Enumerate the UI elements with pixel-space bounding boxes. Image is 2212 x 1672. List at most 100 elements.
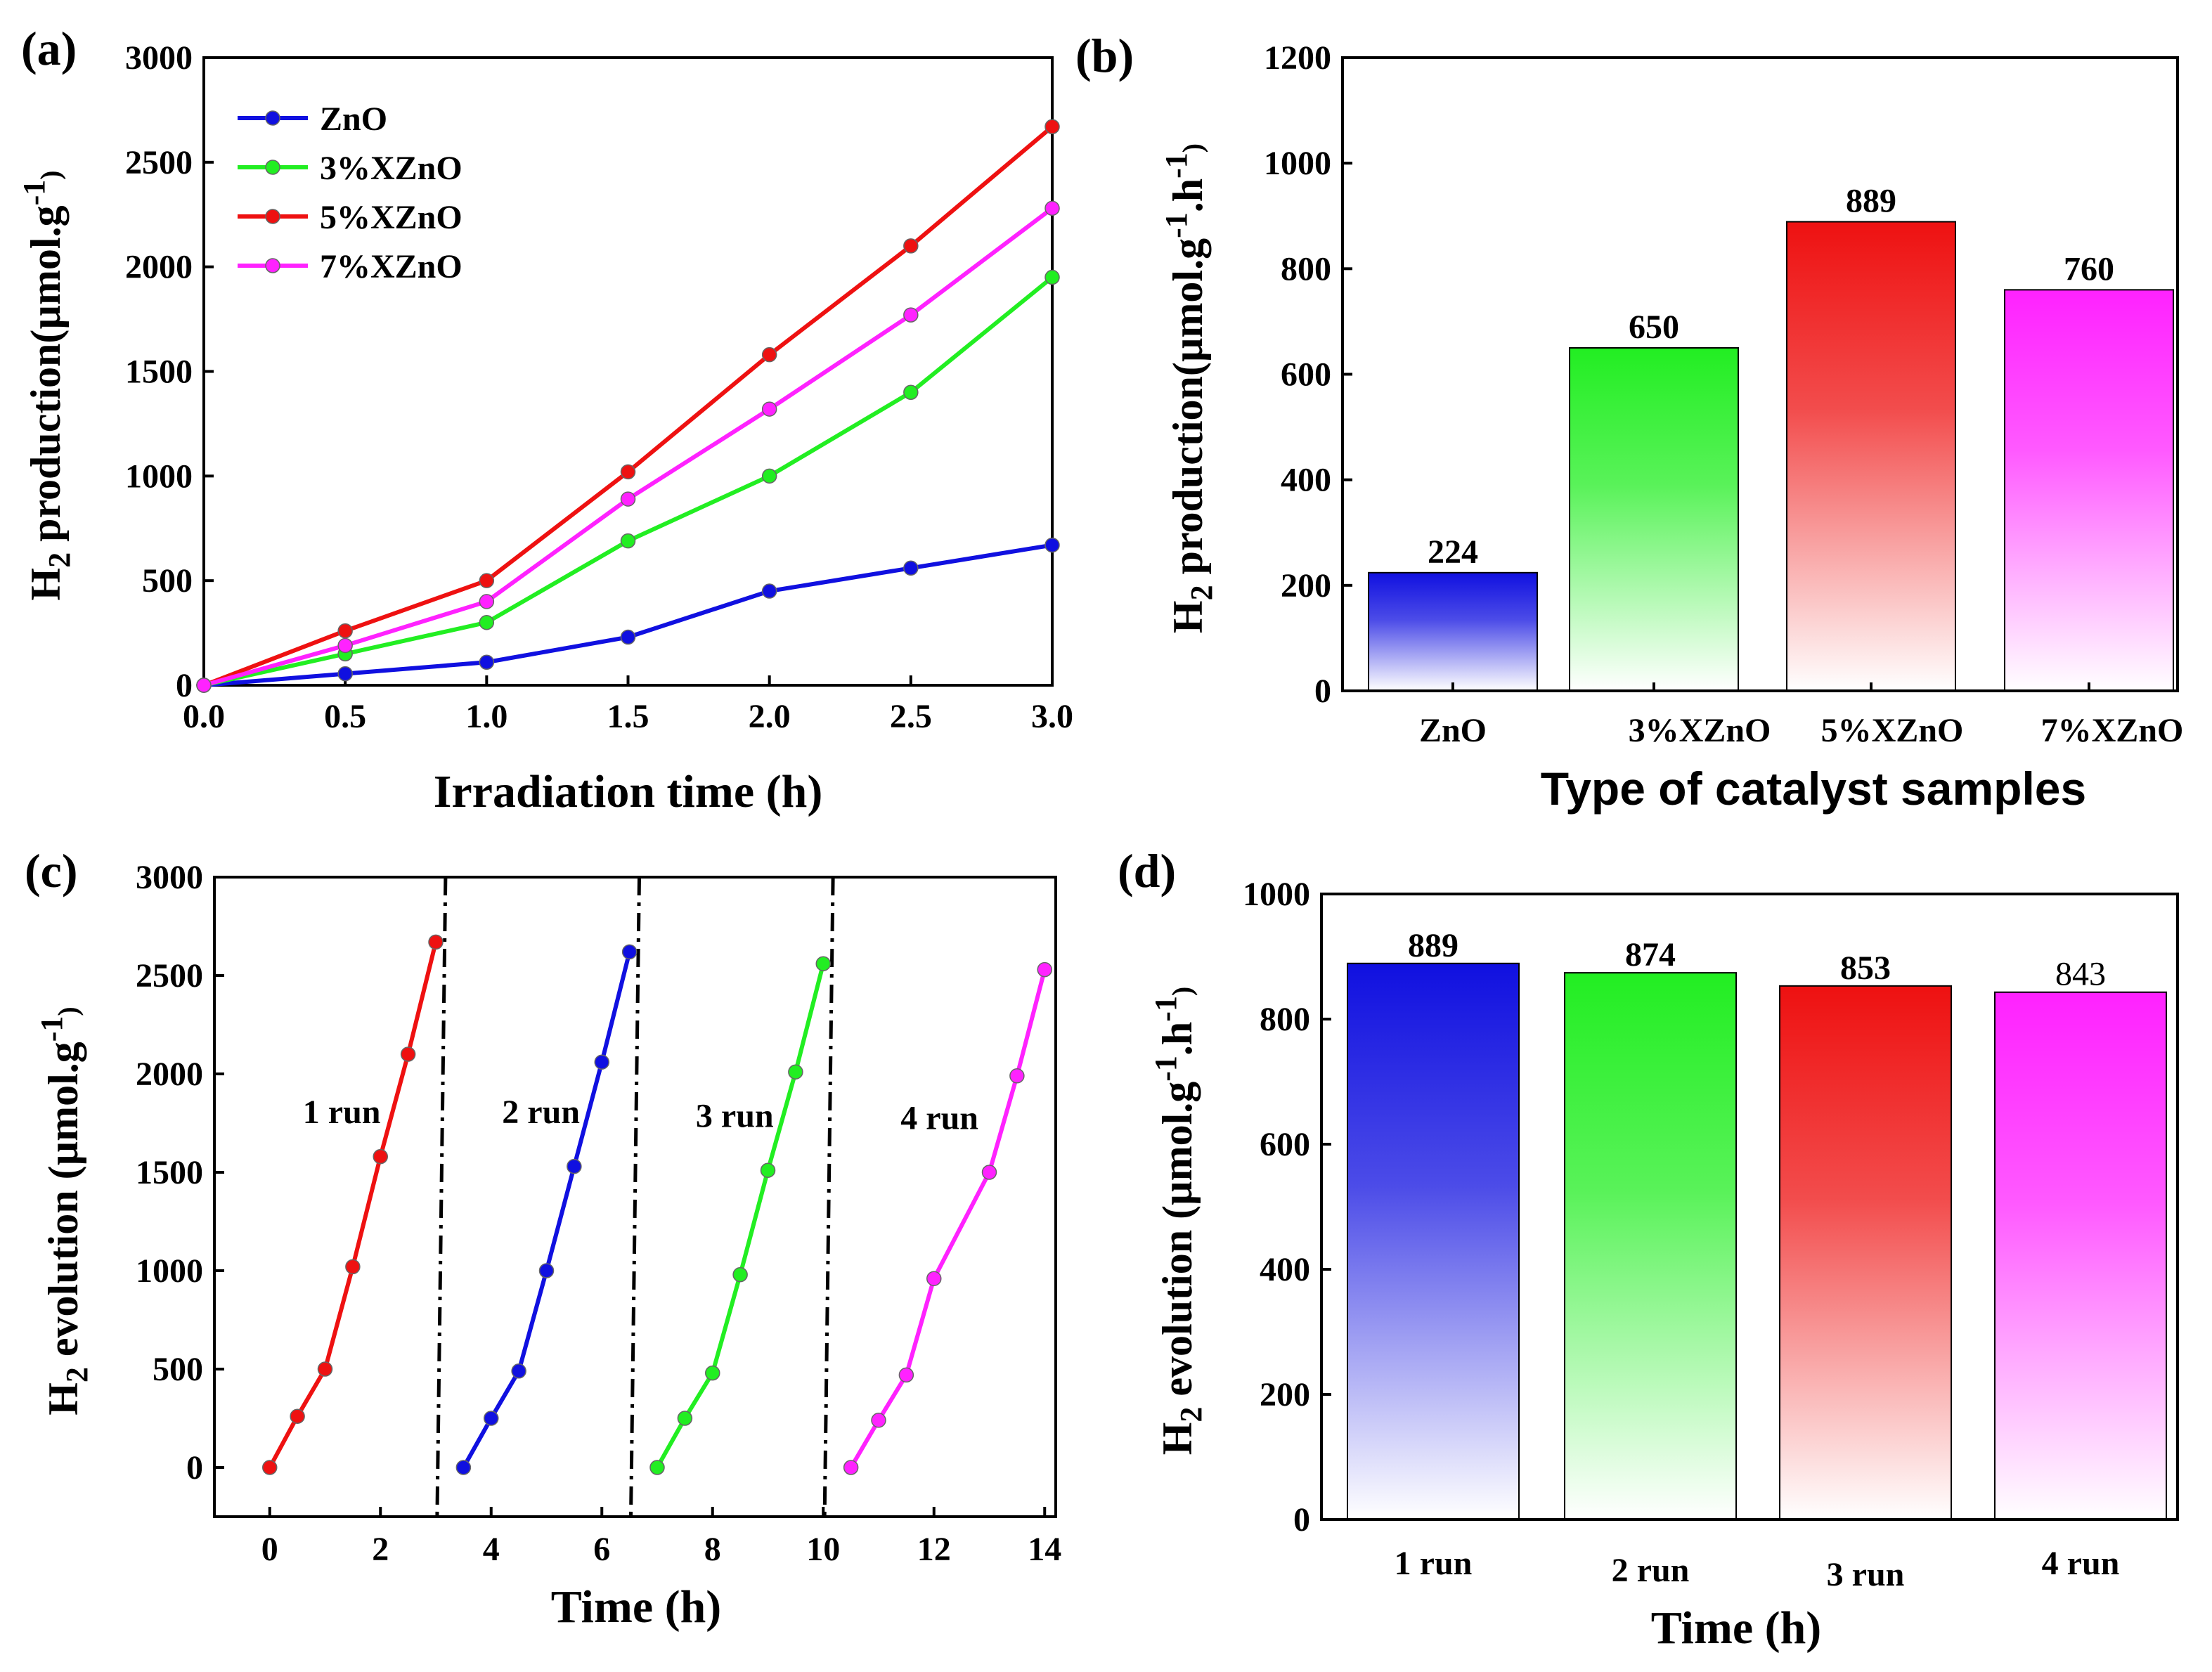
data-point: [620, 464, 636, 480]
bar-value-label: 843: [2055, 956, 2106, 993]
run-divider: [822, 876, 835, 1517]
data-point: [620, 533, 636, 549]
series-line-3%XZnO: [203, 276, 1054, 687]
data-point: [815, 956, 831, 971]
bar-1-run: [1347, 962, 1520, 1521]
bar-value-label: 889: [1846, 183, 1896, 220]
y-tick-label: 1000: [125, 458, 193, 495]
x-tick-label: 1.0: [465, 698, 507, 735]
panel-label-d: (d): [1118, 844, 1176, 897]
x-tick-label: 3 run: [1827, 1556, 1905, 1593]
y-tick-label: 800: [1281, 250, 1331, 287]
data-point: [1037, 961, 1052, 978]
x-tick-label: 8: [704, 1531, 721, 1568]
panel-label-a: (a): [21, 22, 77, 75]
plot-frame: [213, 876, 1057, 1518]
legend-label: 3%XZnO: [320, 150, 463, 187]
x-tick-label: 12: [917, 1531, 951, 1568]
y-tick-label: 200: [1281, 567, 1331, 604]
bar-7%XZnO: [2004, 289, 2174, 692]
y-tick-label: 2500: [136, 957, 203, 994]
data-point: [761, 346, 777, 363]
x-tick-label: 6: [593, 1531, 610, 1568]
data-point: [567, 1158, 582, 1174]
data-point: [196, 678, 212, 693]
y-tick-label: 0: [176, 667, 193, 704]
bar-value-label: 874: [1625, 936, 1676, 973]
legend-marker: [265, 110, 280, 126]
data-point: [262, 1460, 278, 1475]
data-point: [337, 666, 353, 682]
y-axis-label: H2 production(µmol.g-1): [17, 170, 77, 600]
data-point: [479, 614, 495, 630]
data-point: [903, 384, 919, 401]
series-line-1 run: [268, 941, 438, 1469]
x-tick-label: 2 run: [1612, 1552, 1690, 1589]
x-tick-label: 7%XZnO: [2041, 712, 2184, 749]
series-line-ZnO: [203, 543, 1053, 687]
legend-marker: [265, 209, 280, 224]
data-point: [760, 1162, 776, 1178]
y-tick-label: 400: [1281, 462, 1331, 499]
bar-value-label: 224: [1428, 533, 1478, 571]
data-point: [1044, 269, 1060, 285]
bar-3%XZnO: [1569, 346, 1739, 692]
bar-ZnO: [1368, 571, 1538, 692]
data-point: [1009, 1068, 1025, 1084]
x-tick-label: 3%XZnO: [1629, 712, 1771, 749]
x-tick-label: 4: [483, 1531, 500, 1568]
bar-value-label: 650: [1629, 309, 1679, 346]
data-point: [761, 468, 777, 484]
panel-c-cycle-line-chart: 0 2 4 6 8 10 12 14 0 500 1000 1500 2000 2500 3000 1 run…: [34, 859, 1061, 1633]
panel-label-c: (c): [25, 844, 77, 897]
y-tick-label: 600: [1260, 1126, 1310, 1163]
y-tick-label: 3000: [136, 859, 203, 896]
data-point: [400, 1046, 416, 1062]
data-point: [903, 238, 919, 254]
data-point: [649, 1460, 665, 1475]
data-point: [337, 637, 353, 654]
y-tick-label: 400: [1260, 1251, 1310, 1288]
series-line-3 run: [655, 963, 826, 1469]
x-axis-label: Type of catalyst samples: [1541, 763, 2086, 815]
x-tick-label: 10: [806, 1531, 840, 1568]
bar-3-run: [1779, 985, 1952, 1520]
data-point: [317, 1361, 333, 1377]
data-point: [903, 560, 919, 576]
data-point: [455, 1460, 472, 1475]
legend-label: 7%XZnO: [320, 248, 463, 285]
x-tick-label: 3.0: [1031, 698, 1073, 735]
series-line-4 run: [849, 968, 1047, 1469]
x-axis-label: Time (h): [551, 1581, 722, 1633]
y-tick-label: 1000: [1264, 145, 1331, 182]
x-axis-label: Irradiation time (h): [434, 766, 823, 817]
data-point: [705, 1365, 720, 1381]
data-point: [1044, 119, 1060, 134]
data-point: [337, 623, 353, 639]
run-label: 4 run: [900, 1099, 978, 1136]
y-tick-label: 0: [1293, 1501, 1310, 1538]
x-tick-label: 14: [1028, 1531, 1061, 1568]
bar-5%XZnO: [1786, 221, 1956, 692]
data-point: [594, 1054, 609, 1070]
y-tick-label: 0: [1314, 673, 1331, 710]
data-point: [981, 1165, 997, 1180]
x-tick-label: 2.5: [890, 698, 932, 735]
x-tick-label: 0.5: [324, 698, 366, 735]
y-tick-label: 0: [186, 1449, 203, 1486]
x-tick-label: 5%XZnO: [1821, 712, 1964, 749]
bar-2-run: [1564, 972, 1737, 1520]
data-point: [428, 934, 444, 950]
data-point: [538, 1263, 555, 1278]
data-point: [484, 1411, 499, 1426]
panel-b-bar-chart: 0 200 400 600 800 1000 1200 224 ZnO 650 3%XZnO 889 5…: [1159, 39, 2183, 815]
y-tick-label: 1500: [125, 354, 193, 391]
data-point: [898, 1367, 914, 1383]
y-tick-label: 200: [1260, 1376, 1310, 1413]
data-point: [788, 1064, 803, 1080]
x-tick-label: 0: [261, 1531, 278, 1568]
run-label: 2 run: [502, 1094, 580, 1131]
y-tick-label: 2000: [125, 249, 193, 286]
x-tick-label: 4 run: [2042, 1545, 2120, 1582]
panel-label-b: (b): [1075, 29, 1134, 82]
